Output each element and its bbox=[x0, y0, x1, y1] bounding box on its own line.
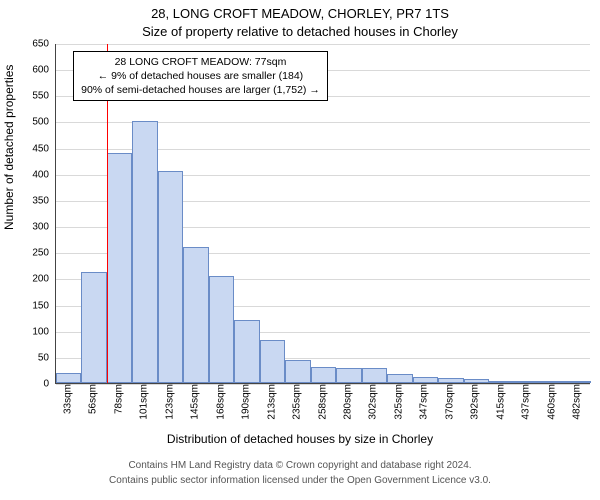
y-tick-label: 250 bbox=[32, 248, 49, 259]
property-info-box: 28 LONG CROFT MEADOW: 77sqm← 9% of detac… bbox=[73, 51, 328, 102]
x-tick-label: 168sqm bbox=[215, 384, 226, 420]
x-tick-label: 347sqm bbox=[419, 384, 430, 420]
x-axis-label: Distribution of detached houses by size … bbox=[0, 432, 600, 446]
x-tick-label: 123sqm bbox=[164, 384, 175, 420]
x-tick-label: 190sqm bbox=[241, 384, 252, 420]
x-tick-labels: 33sqm 56sqm 78sqm 101sqm 123sqm 145sqm 168sqm 1… bbox=[55, 384, 590, 432]
gridline bbox=[56, 44, 590, 45]
histogram-bar bbox=[56, 373, 82, 383]
histogram-bar bbox=[540, 381, 566, 383]
histogram-bar bbox=[438, 378, 464, 383]
plot-area: 28 LONG CROFT MEADOW: 77sqm← 9% of detac… bbox=[55, 44, 590, 384]
x-tick-label: 482sqm bbox=[572, 384, 583, 420]
y-tick-label: 100 bbox=[32, 326, 49, 337]
y-tick-label: 500 bbox=[32, 117, 49, 128]
histogram-bar bbox=[387, 374, 413, 383]
x-tick-label: 280sqm bbox=[342, 384, 353, 420]
x-tick-label: 258sqm bbox=[317, 384, 328, 420]
y-tick-label: 400 bbox=[32, 169, 49, 180]
y-tick-label: 550 bbox=[32, 91, 49, 102]
histogram-bar bbox=[489, 381, 515, 383]
x-tick-label: 325sqm bbox=[393, 384, 404, 420]
page-subtitle: Size of property relative to detached ho… bbox=[0, 24, 600, 39]
page-title: 28, LONG CROFT MEADOW, CHORLEY, PR7 1TS bbox=[0, 6, 600, 21]
histogram-bar bbox=[183, 247, 209, 383]
y-tick-label: 600 bbox=[32, 65, 49, 76]
histogram-bar bbox=[413, 377, 439, 383]
info-line-2: ← 9% of detached houses are smaller (184… bbox=[81, 69, 320, 83]
histogram-bar bbox=[260, 340, 286, 383]
info-line-1: 28 LONG CROFT MEADOW: 77sqm bbox=[81, 55, 320, 69]
histogram-bar bbox=[566, 381, 592, 383]
x-tick-label: 213sqm bbox=[266, 384, 277, 420]
histogram-bar bbox=[285, 360, 311, 383]
histogram-bar bbox=[81, 272, 107, 383]
histogram-bar bbox=[209, 276, 235, 383]
chart-container: 28, LONG CROFT MEADOW, CHORLEY, PR7 1TS … bbox=[0, 0, 600, 500]
histogram-bar bbox=[234, 320, 260, 383]
info-line-3: 90% of semi-detached houses are larger (… bbox=[81, 83, 320, 97]
y-tick-label: 0 bbox=[43, 379, 49, 390]
y-tick-label: 300 bbox=[32, 222, 49, 233]
y-tick-label: 650 bbox=[32, 39, 49, 50]
histogram-bar bbox=[107, 153, 133, 383]
footer-attribution-1: Contains HM Land Registry data © Crown c… bbox=[0, 460, 600, 471]
x-tick-label: 101sqm bbox=[139, 384, 150, 420]
y-tick-labels: 050100150200250300350400450500550600650 bbox=[0, 44, 52, 384]
x-tick-label: 415sqm bbox=[495, 384, 506, 420]
x-tick-label: 302sqm bbox=[368, 384, 379, 420]
histogram-bar bbox=[311, 367, 337, 383]
footer-attribution-2: Contains public sector information licen… bbox=[0, 475, 600, 486]
x-tick-label: 78sqm bbox=[113, 384, 124, 414]
histogram-bar bbox=[515, 381, 541, 383]
x-tick-label: 33sqm bbox=[62, 384, 73, 414]
x-tick-label: 145sqm bbox=[190, 384, 201, 420]
x-tick-label: 235sqm bbox=[292, 384, 303, 420]
x-tick-label: 56sqm bbox=[88, 384, 99, 414]
histogram-bar bbox=[132, 121, 158, 383]
x-tick-label: 460sqm bbox=[546, 384, 557, 420]
x-tick-label: 370sqm bbox=[444, 384, 455, 420]
y-tick-label: 150 bbox=[32, 300, 49, 311]
y-tick-label: 200 bbox=[32, 274, 49, 285]
x-tick-label: 437sqm bbox=[521, 384, 532, 420]
histogram-bar bbox=[362, 368, 388, 383]
histogram-bar bbox=[464, 379, 490, 383]
y-tick-label: 50 bbox=[38, 352, 49, 363]
y-tick-label: 450 bbox=[32, 143, 49, 154]
histogram-bar bbox=[336, 368, 362, 383]
histogram-bar bbox=[158, 171, 184, 383]
x-tick-label: 392sqm bbox=[470, 384, 481, 420]
y-tick-label: 350 bbox=[32, 195, 49, 206]
